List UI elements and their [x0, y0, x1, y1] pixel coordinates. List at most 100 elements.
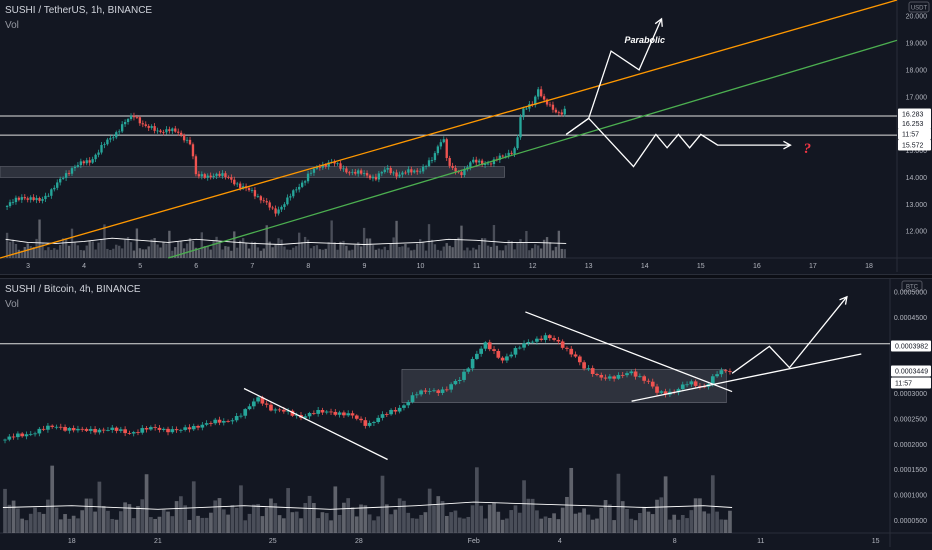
volume-bar [82, 250, 85, 258]
volume-bar [321, 249, 324, 258]
candle-body [50, 425, 55, 427]
candle-body [268, 202, 271, 208]
candle-body [552, 338, 556, 340]
candle-body [362, 173, 366, 174]
chart-pane-bottom[interactable]: SUSHI / Bitcoin, 4h, BINANCE Vol BTC 0.00… [0, 279, 932, 550]
candle-body [103, 144, 106, 146]
pane-separator[interactable] [0, 274, 932, 279]
candle-body [61, 177, 65, 179]
volume-bar [324, 513, 329, 533]
candle-body [281, 409, 286, 412]
volume-bar [35, 238, 38, 258]
candle-body [719, 370, 724, 375]
price-chart[interactable]: USDT20.00019.00018.00017.00016.00015.000… [0, 0, 932, 274]
candle-body [489, 163, 493, 165]
volume-bar [120, 248, 124, 258]
volume-bar [11, 239, 15, 258]
candle-body [371, 176, 375, 179]
volume-bar [368, 238, 372, 258]
candle-body [372, 422, 376, 423]
price-tag-label: 16.283 [902, 112, 924, 119]
volume-bar [3, 488, 7, 533]
volume-bar [191, 481, 196, 533]
volume-bar [101, 506, 106, 533]
volume-bar [337, 514, 342, 533]
text-annotation: Parabolic [624, 35, 665, 45]
candle-body [680, 384, 685, 390]
y-tick-label: 19.000 [906, 41, 928, 48]
candle-body [262, 200, 265, 202]
volume-bar [209, 249, 212, 258]
candle-body [442, 139, 445, 143]
candle-body [457, 379, 462, 381]
volume-bar [183, 505, 188, 533]
question-mark-annotation: ? [804, 141, 812, 157]
candle-body [37, 428, 42, 434]
volume-bar [439, 250, 443, 258]
volume-bar [663, 476, 668, 533]
candle-body [303, 181, 307, 183]
volume-bar [8, 241, 12, 258]
volume-bar [76, 518, 80, 533]
candle-body [374, 176, 378, 180]
x-tick-label: 14 [641, 263, 649, 270]
volume-bar [286, 249, 289, 258]
y-tick-label: 0.0002000 [894, 442, 927, 449]
candle-body [663, 391, 668, 395]
volume-bar [306, 239, 310, 258]
chart-pane-top[interactable]: SUSHI / TetherUS, 1h, BINANCE Vol USDT 20… [0, 0, 932, 274]
volume-bar [277, 238, 280, 258]
volume-bar [659, 497, 664, 533]
candle-body [339, 163, 342, 169]
trendline [243, 387, 388, 461]
volume-bar [277, 515, 282, 533]
volume-bar [28, 513, 33, 533]
candle-body [463, 169, 466, 176]
volume-bar [393, 509, 398, 533]
price-tag-label: 11:57 [902, 132, 919, 139]
volume-bar [286, 488, 290, 533]
volume-bar [109, 249, 112, 258]
volume-bar [103, 224, 106, 258]
volume-bar [136, 506, 140, 533]
volume-bar [371, 245, 375, 258]
candle-body [280, 206, 283, 210]
volume-bar [560, 248, 563, 258]
candle-body [147, 125, 150, 128]
candle-body [324, 411, 329, 413]
volume-bar [61, 238, 65, 258]
volume-bar [444, 515, 449, 533]
candle-body [88, 428, 93, 431]
price-tag: 15.572 [898, 139, 931, 151]
volume-label: Vol [5, 20, 19, 31]
candle-body [510, 152, 513, 154]
y-tick-label: 14.000 [906, 175, 928, 182]
candle-body [685, 384, 689, 386]
candle-body [259, 196, 263, 201]
volume-bar [303, 236, 307, 258]
price-chart[interactable]: BTC0.00050000.00045000.00040000.00035000… [0, 279, 932, 550]
candle-body [227, 177, 230, 178]
candle-body [171, 128, 174, 132]
candle-body [93, 428, 97, 433]
candle-body [273, 409, 278, 411]
candle-body [289, 196, 292, 198]
candle-body [689, 381, 694, 385]
candle-body [46, 425, 50, 430]
volume-bar [620, 501, 625, 533]
candle-body [401, 172, 404, 175]
symbol-title: SUSHI / TetherUS, 1h, BINANCE [5, 5, 153, 16]
volume-bar [526, 498, 531, 533]
candle-body [70, 168, 74, 174]
x-tick-label: 7 [250, 263, 254, 270]
volume-bar [354, 244, 357, 258]
y-tick-label: 0.0004500 [894, 315, 927, 322]
volume-bar [88, 498, 93, 533]
volume-bar [71, 515, 76, 533]
volume-bar [487, 504, 492, 533]
volume-bar [342, 502, 346, 533]
x-tick-label: 13 [585, 263, 593, 270]
candle-body [118, 429, 123, 431]
volume-bar [64, 238, 68, 258]
candle-body [53, 187, 56, 190]
